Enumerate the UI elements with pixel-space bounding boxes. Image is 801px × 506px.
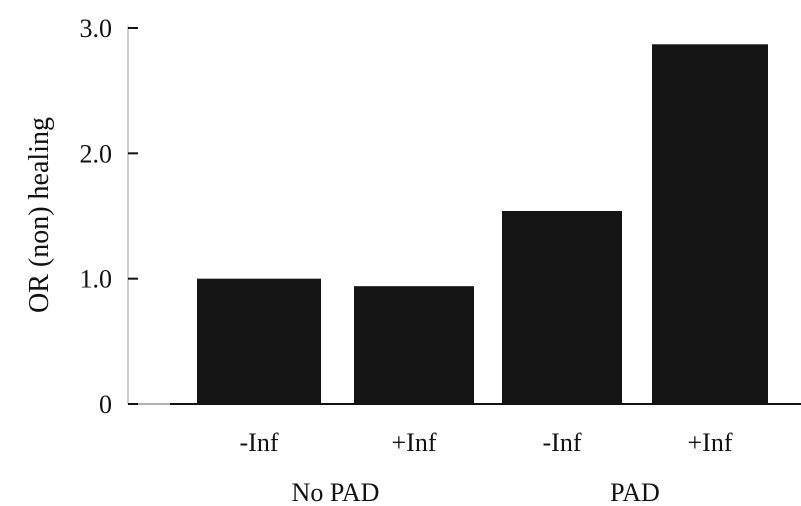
y-tick-label: 1.0: [80, 265, 113, 294]
x-category-label: +Inf: [392, 428, 437, 457]
y-tick-label: 0: [99, 390, 112, 419]
bars: [197, 44, 768, 404]
x-category-label: -Inf: [543, 428, 582, 457]
category-labels: -Inf +Inf -Inf +Inf: [240, 428, 733, 457]
x-category-label: +Inf: [688, 428, 733, 457]
bar-2: [502, 210, 622, 404]
bar-3: [652, 44, 768, 404]
x-group-label: No PAD: [292, 478, 380, 506]
y-tick-label: 2.0: [80, 139, 113, 168]
group-labels: No PAD PAD: [292, 478, 660, 506]
bar-0: [197, 278, 321, 404]
y-axis-title: OR (non) healing: [24, 117, 55, 313]
bar-1: [354, 286, 474, 404]
y-tick-label: 3.0: [80, 14, 113, 43]
y-ticks: 0 1.0 2.0 3.0: [80, 14, 138, 419]
x-category-label: -Inf: [240, 428, 279, 457]
x-group-label: PAD: [610, 478, 660, 506]
